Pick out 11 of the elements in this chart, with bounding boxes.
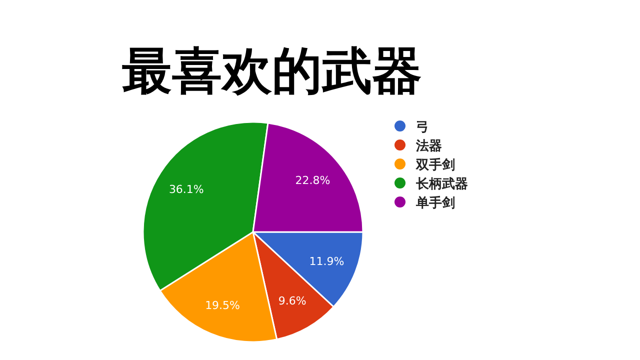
- legend-label: 长柄武器: [415, 177, 468, 192]
- data-label: 19.5%: [205, 299, 240, 312]
- legend-label: 双手剑: [415, 157, 455, 173]
- data-label: 22.8%: [295, 174, 330, 187]
- legend-label: 法器: [415, 139, 442, 154]
- chart-title: 最喜欢的武器: [122, 42, 422, 100]
- data-label: 36.1%: [168, 183, 204, 196]
- data-label: 11.9%: [309, 254, 344, 268]
- legend-label: 单手剑: [415, 195, 455, 211]
- legend-label: 弓: [416, 120, 429, 135]
- data-label: 9.6%: [278, 294, 306, 308]
